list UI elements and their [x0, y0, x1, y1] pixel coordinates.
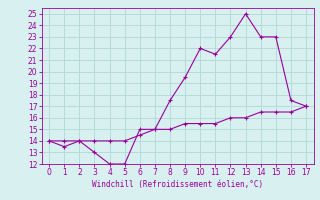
X-axis label: Windchill (Refroidissement éolien,°C): Windchill (Refroidissement éolien,°C) [92, 180, 263, 189]
